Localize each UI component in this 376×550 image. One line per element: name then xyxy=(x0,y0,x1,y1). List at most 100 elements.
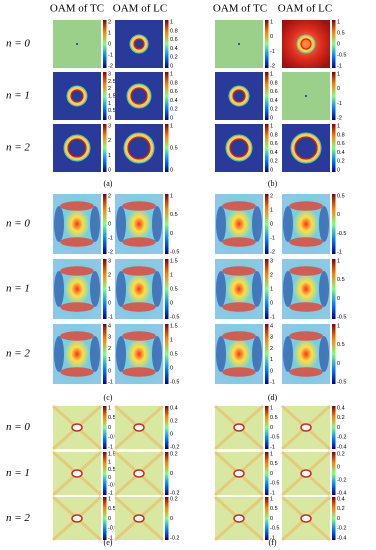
colorbar-tick: 0.5 xyxy=(170,286,178,292)
row-label: n = 0 xyxy=(6,38,30,50)
colorbar-tick: -0.5 xyxy=(270,526,279,532)
column-header: OAM of TC xyxy=(50,3,104,15)
colorbar-tick: 0 xyxy=(270,300,273,306)
panel-label: (f) xyxy=(269,538,277,547)
colorbar xyxy=(103,452,107,495)
colorbar xyxy=(265,406,269,449)
colorbar-tick: 0 xyxy=(270,115,273,121)
colorbar-tick: 2 xyxy=(108,272,111,278)
colorbar-tick: 1.5 xyxy=(108,93,116,99)
lobe xyxy=(60,302,94,312)
ring xyxy=(232,89,246,103)
lobe xyxy=(122,201,156,211)
colorbar-tick: 2.5 xyxy=(108,79,116,85)
lobe xyxy=(122,302,156,312)
row-label: n = 1 xyxy=(6,467,30,479)
colorbar xyxy=(265,259,269,319)
ring xyxy=(133,38,145,50)
ring xyxy=(127,136,151,160)
colorbar xyxy=(165,20,169,68)
ring xyxy=(229,86,249,106)
heatmap xyxy=(282,20,330,68)
colorbar-tick: 2 xyxy=(270,193,273,199)
colorbar-tick: 1 xyxy=(270,496,273,502)
lobe xyxy=(152,271,162,307)
colorbar-tick: -1 xyxy=(108,314,113,320)
colorbar-tick: -1 xyxy=(108,490,113,496)
colorbar-tick: 0 xyxy=(337,464,340,470)
colorbar-tick: -1 xyxy=(270,49,275,55)
lobe xyxy=(122,367,156,377)
ring xyxy=(226,135,252,161)
ring xyxy=(294,136,318,160)
colorbar-tick: 2 xyxy=(108,86,111,92)
colorbar-tick: 1 xyxy=(270,71,273,77)
colorbar-tick: 0 xyxy=(270,167,273,173)
lobe xyxy=(60,331,94,341)
lobe xyxy=(122,237,156,247)
colorbar-tick: 0.4 xyxy=(337,405,345,411)
colorbar-tick: -0.4 xyxy=(337,444,346,450)
colorbar-tick: 0 xyxy=(270,425,273,431)
colorbar-tick: 3 xyxy=(270,335,273,341)
colorbar-tick: 0.8 xyxy=(270,80,278,86)
colorbar-tick: -1 xyxy=(108,444,113,450)
colorbar-tick: -0.5 xyxy=(270,435,279,441)
colorbar-tick: -0.2 xyxy=(170,444,179,450)
colorbar-tick: 0.2 xyxy=(170,107,178,113)
colorbar-tick: -0.2 xyxy=(337,435,346,441)
colorbar-tick: 4 xyxy=(270,323,273,329)
colorbar-tick: 0.8 xyxy=(270,132,278,138)
lobe xyxy=(90,206,100,242)
panel-label: (e) xyxy=(104,538,113,547)
colorbar-tick: 0 xyxy=(170,115,173,121)
heatmap xyxy=(215,72,263,120)
colorbar xyxy=(103,497,107,540)
colorbar xyxy=(265,72,269,120)
colorbar-tick: 1 xyxy=(270,357,273,363)
colorbar-tick: 2 xyxy=(270,346,273,352)
panel-label: (d) xyxy=(268,393,278,402)
colorbar-tick: 0 xyxy=(108,300,111,306)
colorbar-tick: 0 xyxy=(170,167,173,173)
lobe xyxy=(90,271,100,307)
ring xyxy=(64,135,90,161)
colorbar-tick: 0 xyxy=(108,221,111,227)
colorbar-tick: 2 xyxy=(108,138,111,144)
colorbar-tick: 0.4 xyxy=(337,496,345,502)
colorbar-tick: 4 xyxy=(108,323,111,329)
colorbar xyxy=(103,259,107,319)
lobe xyxy=(60,201,94,211)
column-header: OAM of LC xyxy=(113,3,167,15)
colorbar xyxy=(165,259,169,319)
colorbar-tick: -0.5 xyxy=(337,314,346,320)
ring xyxy=(233,423,245,432)
colorbar-tick: 0 xyxy=(170,300,173,306)
colorbar-tick: 1 xyxy=(108,153,111,159)
colorbar xyxy=(265,20,269,68)
colorbar-tick: 1 xyxy=(108,207,111,213)
colorbar-tick: 0.4 xyxy=(270,98,278,104)
lobe xyxy=(252,206,262,242)
lobe xyxy=(222,266,256,276)
colorbar-tick: -1 xyxy=(270,235,275,241)
colorbar-tick: -1 xyxy=(337,101,342,107)
colorbar-tick: 0.6 xyxy=(270,141,278,147)
column-header: OAM of LC xyxy=(278,3,332,15)
colorbar xyxy=(103,324,107,384)
colorbar-tick: 2 xyxy=(270,272,273,278)
row-label: n = 1 xyxy=(6,90,30,102)
colorbar-tick: 3 xyxy=(108,71,111,77)
colorbar-tick: 1 xyxy=(270,451,273,457)
colorbar-tick: 1 xyxy=(108,286,111,292)
colorbar-tick: -1 xyxy=(270,314,275,320)
ring xyxy=(300,423,312,432)
colorbar-tick: -2 xyxy=(270,63,275,69)
colorbar-tick: 1 xyxy=(270,286,273,292)
lobe xyxy=(289,266,323,276)
colorbar-tick: 1 xyxy=(337,323,340,329)
colorbar-tick: 0 xyxy=(170,231,173,237)
colorbar-tick: 0.6 xyxy=(337,141,345,147)
colorbar-tick: -0.5 xyxy=(108,435,117,441)
colorbar-tick: 1 xyxy=(337,19,340,25)
